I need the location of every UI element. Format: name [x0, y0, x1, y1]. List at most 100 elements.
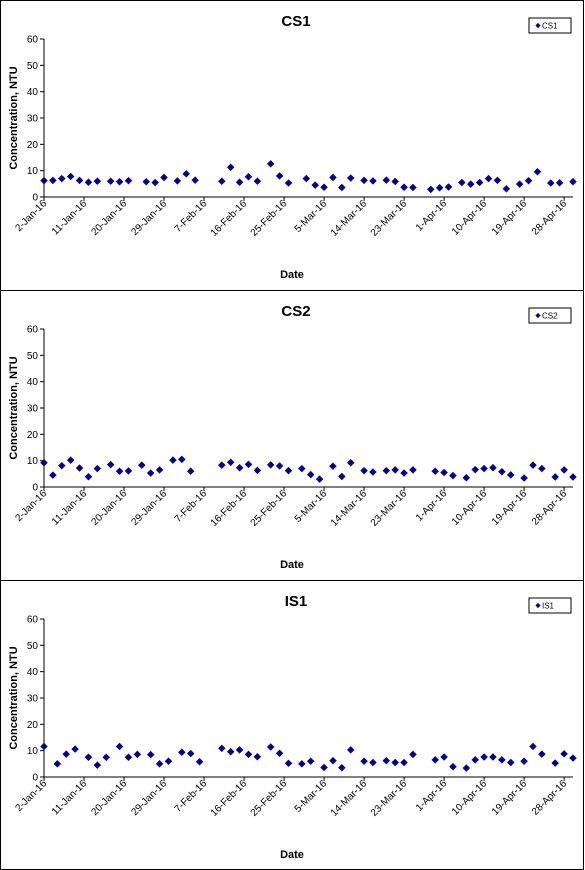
x-tick-label: 11-Jan-16 — [50, 488, 89, 527]
data-point — [546, 179, 555, 187]
data-point — [151, 178, 159, 187]
y-tick-label: 10 — [27, 166, 39, 177]
data-point — [569, 177, 577, 186]
data-point — [284, 466, 293, 475]
data-point — [551, 759, 560, 767]
data-point — [382, 176, 391, 184]
chart-panel-cs2: CS2 0 10 20 30 40 50 60 2-Jan-16 11-Jan-16 20-Jan-… — [0, 290, 584, 581]
data-point — [538, 750, 546, 758]
data-point — [75, 464, 84, 472]
x-tick-label: 5-Mar-16 — [293, 488, 330, 525]
data-point — [298, 464, 306, 473]
data-point — [569, 473, 577, 481]
x-tick-label: 2-Jan-16 — [13, 198, 49, 234]
scatter-chart: IS1 0 10 20 30 40 50 60 2-Jan-16 11-Jan-16 20-Jan-… — [8, 593, 577, 861]
data-point — [244, 460, 253, 469]
x-tick-label: 19-Apr-16 — [490, 778, 530, 818]
data-point — [409, 750, 417, 759]
data-point — [49, 176, 57, 185]
data-point — [391, 758, 399, 767]
data-point — [409, 183, 417, 192]
x-tick-label: 25-Feb-16 — [249, 488, 290, 529]
legend: CS2 — [528, 307, 572, 324]
x-tick-label: 7-Feb-16 — [173, 778, 210, 815]
scatter-chart: CS1 0 10 20 30 40 50 60 2-Jan-16 11-Jan-16 20-Jan-… — [8, 13, 577, 281]
data-point — [53, 760, 62, 768]
x-tick-label: 5-Mar-16 — [293, 778, 330, 815]
data-point — [177, 748, 186, 757]
data-point — [360, 757, 368, 766]
data-point — [498, 467, 506, 476]
data-point — [57, 174, 66, 183]
data-point — [284, 759, 293, 768]
data-point — [226, 458, 235, 467]
data-point — [40, 742, 48, 751]
series-points — [40, 742, 577, 772]
data-point — [186, 749, 195, 758]
y-tick-label: 10 — [27, 456, 39, 467]
data-point — [275, 172, 284, 180]
x-tick-label: 23-Mar-16 — [369, 778, 410, 819]
x-tick-label: 2-Jan-16 — [13, 778, 49, 814]
x-tick-label: 11-Jan-16 — [50, 198, 89, 237]
data-point — [391, 177, 399, 186]
legend: IS1 — [528, 597, 572, 614]
x-tick-label: 19-Apr-16 — [490, 488, 530, 528]
data-point — [462, 473, 471, 482]
data-point — [160, 173, 168, 182]
x-tick-label: 14-Mar-16 — [329, 488, 370, 529]
data-point — [346, 174, 355, 182]
data-point — [369, 177, 377, 185]
legend-marker — [535, 312, 541, 319]
data-point — [360, 466, 368, 475]
y-tick-label: 40 — [27, 87, 39, 98]
data-point — [489, 463, 497, 472]
data-point — [195, 757, 204, 766]
x-tick-label: 29-Jan-16 — [130, 778, 170, 818]
data-point — [498, 756, 506, 764]
data-point — [515, 180, 524, 188]
data-point — [431, 467, 440, 476]
data-point — [115, 177, 124, 186]
data-point — [551, 473, 560, 481]
data-point — [346, 746, 355, 754]
data-point — [569, 754, 577, 762]
chart-panel-is1: IS1 0 10 20 30 40 50 60 2-Jan-16 11-Jan-16 20-Jan-… — [0, 580, 584, 870]
data-point — [484, 174, 493, 183]
data-point — [409, 466, 417, 474]
data-point — [449, 762, 457, 771]
data-point — [320, 763, 328, 772]
x-tick-label: 29-Jan-16 — [130, 198, 170, 238]
data-point — [40, 176, 48, 185]
data-point — [400, 183, 408, 192]
data-point — [244, 750, 253, 759]
scatter-chart: CS2 0 10 20 30 40 50 60 2-Jan-16 11-Jan-16 20-Jan-… — [8, 303, 577, 571]
data-point — [62, 750, 71, 758]
data-point — [493, 176, 502, 185]
y-tick-label: 20 — [27, 720, 39, 731]
data-point — [533, 167, 542, 176]
data-point — [253, 177, 262, 186]
data-point — [462, 764, 471, 772]
x-tick-label: 16-Feb-16 — [209, 488, 250, 529]
y-tick-label: 50 — [27, 351, 39, 362]
data-point — [360, 176, 368, 185]
legend-box — [528, 307, 572, 324]
data-point — [444, 183, 453, 191]
data-point — [84, 753, 93, 762]
data-point — [306, 757, 315, 766]
data-point — [137, 461, 146, 469]
legend-label: CS2 — [542, 312, 558, 321]
chart-title: CS1 — [281, 13, 310, 30]
data-point — [520, 474, 528, 482]
x-tick-label: 1-Apr-16 — [414, 488, 450, 524]
data-point — [164, 757, 173, 766]
data-point — [115, 742, 124, 751]
data-point — [124, 753, 133, 762]
data-point — [560, 466, 568, 474]
chart-title: CS2 — [281, 303, 310, 320]
data-point — [329, 462, 337, 471]
data-point — [400, 758, 408, 767]
y-tick-label: 60 — [27, 325, 39, 336]
